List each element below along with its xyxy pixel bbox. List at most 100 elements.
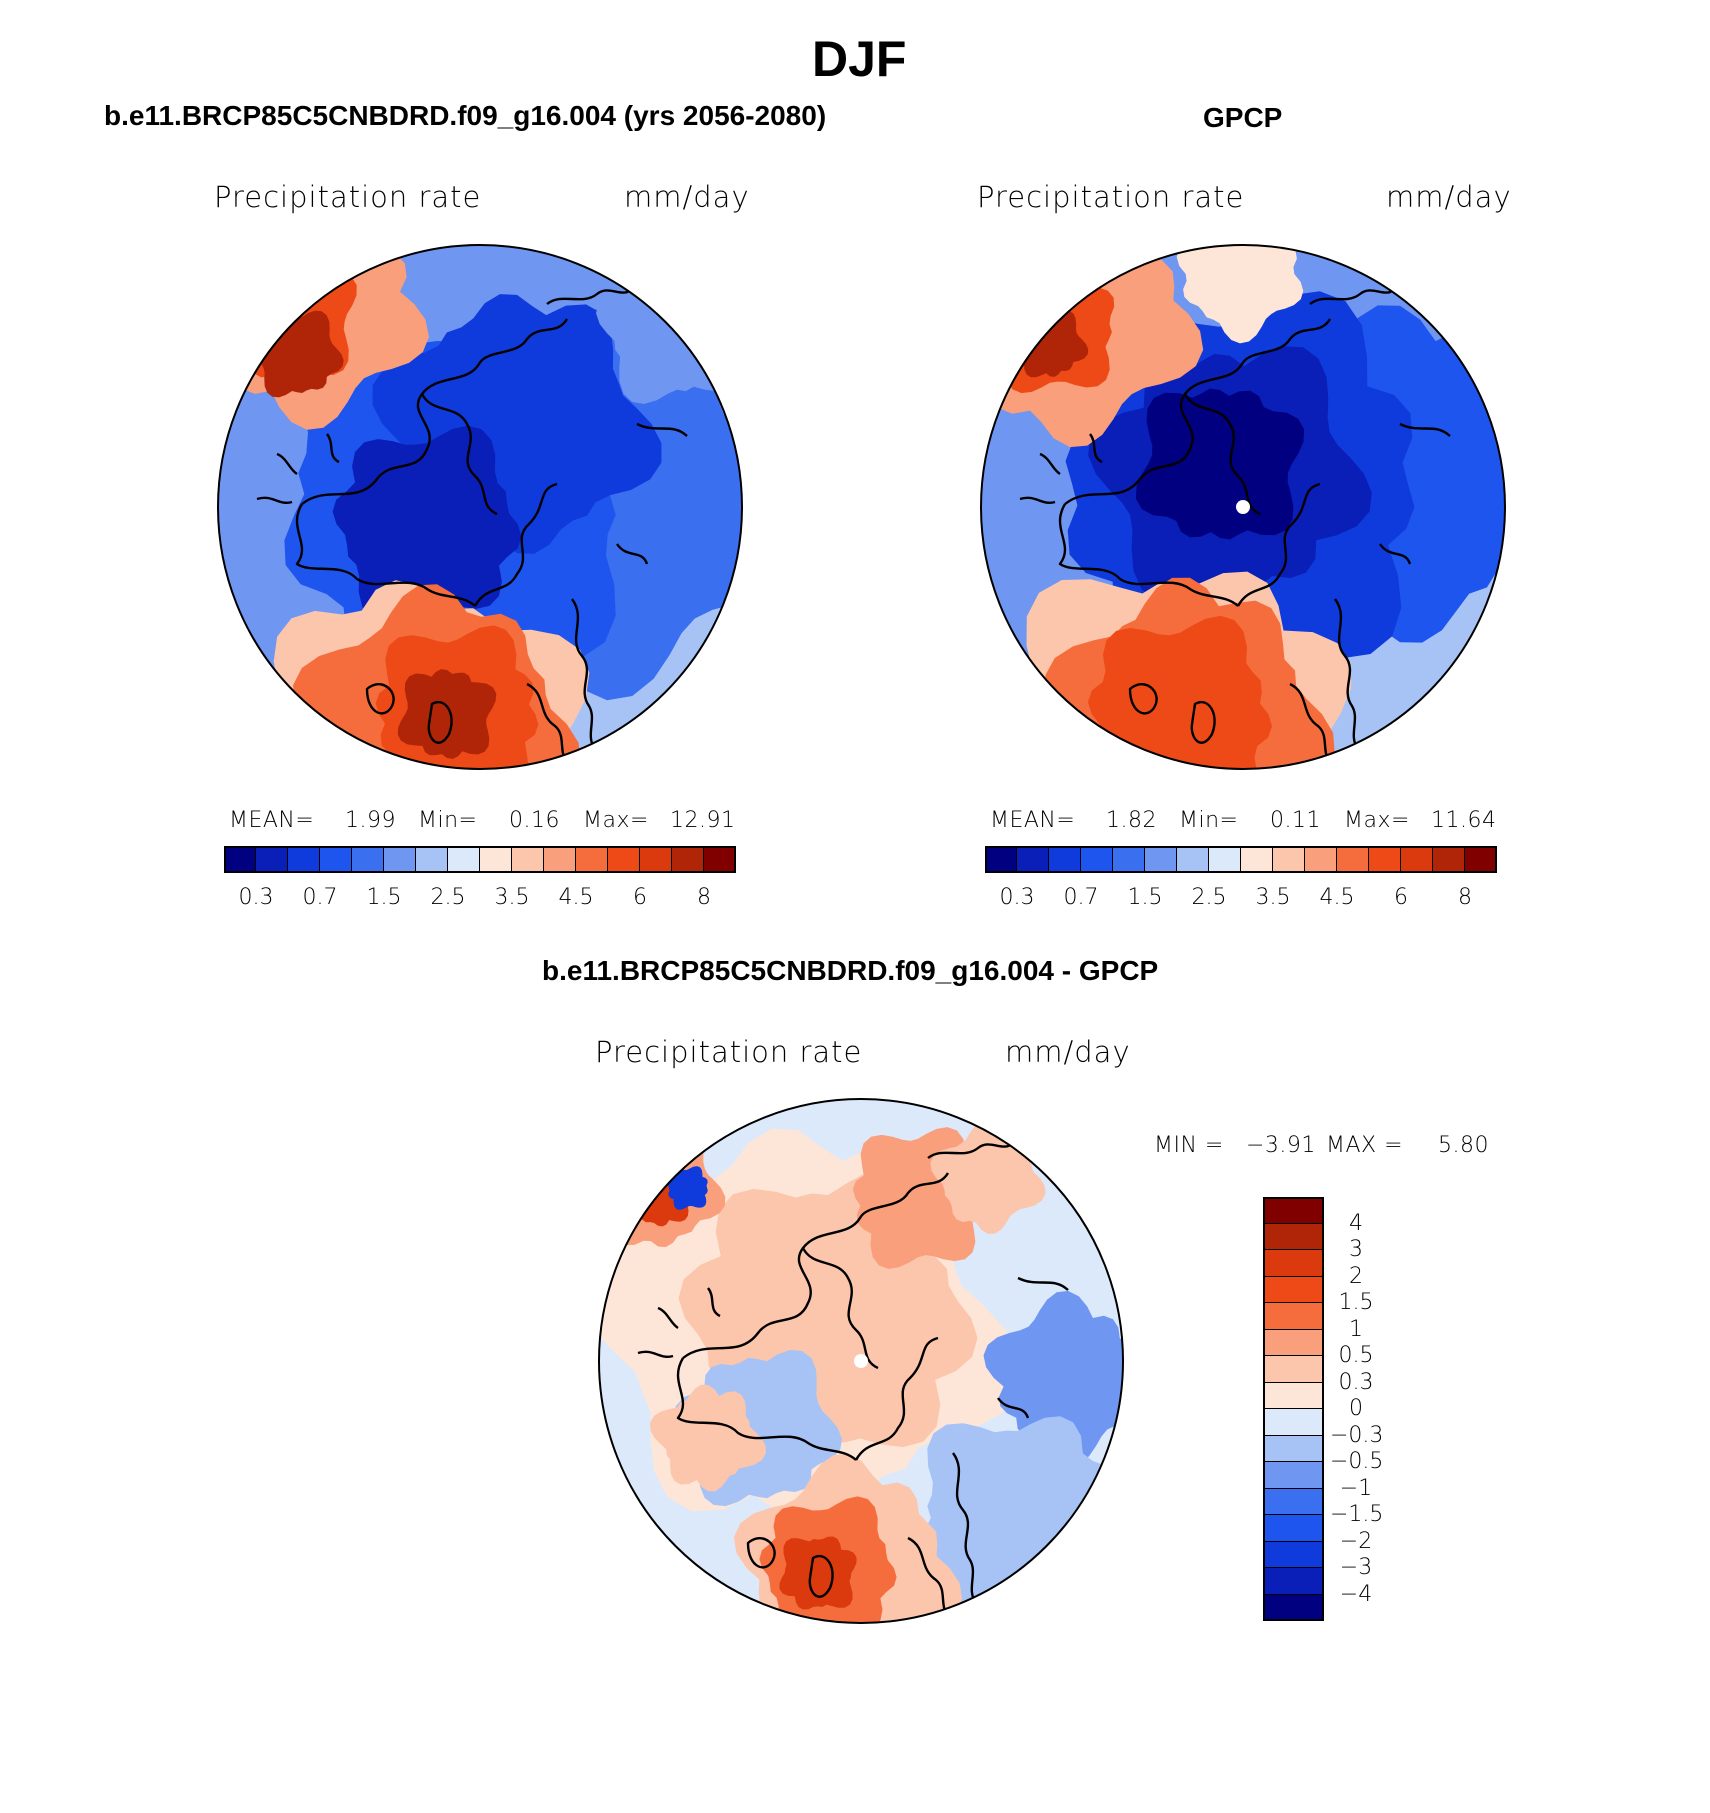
coastline [997, 1397, 1030, 1419]
coastline [1088, 433, 1103, 464]
diff-max-label: MAX = [1326, 1133, 1404, 1158]
colorbar-swatch [1263, 1462, 1324, 1489]
colorbar-tick-label: 8 [697, 885, 711, 910]
colorbar-frame [224, 846, 736, 873]
coastline [1128, 683, 1158, 715]
coastline [657, 1306, 679, 1330]
colorbar-tick-label: 0 [1349, 1396, 1363, 1421]
colorbar-tick-label: −1.5 [1330, 1502, 1384, 1527]
colorbar-swatch [1263, 1382, 1324, 1409]
coastline [637, 1350, 674, 1359]
model-colorbar [224, 846, 736, 873]
colorbar-swatch [1263, 1515, 1324, 1542]
coastline [676, 1357, 857, 1461]
coastline [1183, 393, 1261, 516]
colorbar-frame [1263, 1197, 1324, 1621]
colorbar-tick-label: 2.5 [430, 885, 466, 910]
coastline [301, 318, 569, 505]
obs-colorbar [985, 846, 1497, 873]
colorbar-swatch [1263, 1409, 1324, 1436]
diff-min-label: MIN = [1154, 1133, 1224, 1158]
colorbar-swatch [704, 846, 736, 873]
colorbar-swatch [224, 846, 256, 873]
colorbar-swatch [448, 846, 480, 873]
colorbar-tick-label: 3.5 [494, 885, 530, 910]
obs-max-label: Max= [1344, 808, 1410, 833]
model-mean-label: MEAN= [229, 808, 315, 833]
coastline [927, 1142, 1014, 1160]
coastline [1017, 1276, 1069, 1291]
coastline [1019, 496, 1056, 505]
colorbar-swatch [512, 846, 544, 873]
obs-units-label: mm/day [1386, 180, 1512, 214]
colorbar-swatch [1263, 1197, 1324, 1224]
colorbar-tick-label: −0.5 [1330, 1449, 1384, 1474]
colorbar-swatch [1263, 1329, 1324, 1356]
colorbar-tick-label: 2 [1349, 1263, 1363, 1289]
colorbar-tick-label: 4.5 [1319, 885, 1355, 910]
colorbar-swatch [1337, 846, 1369, 873]
coastline [1236, 482, 1321, 607]
colorbar-swatch [1263, 1250, 1324, 1277]
obs-mean-label: MEAN= [990, 808, 1076, 833]
colorbar-swatch [576, 846, 608, 873]
model-min-value: 0.16 [509, 808, 560, 833]
map-field [981, 245, 1505, 769]
colorbar-tick-label: 1.5 [366, 885, 402, 910]
model-max-label: Max= [583, 808, 649, 833]
map-boundary [217, 244, 743, 770]
colorbar-swatch [1241, 846, 1273, 873]
coastline [365, 683, 395, 715]
map-field [599, 1099, 1123, 1623]
colorbar-swatch [1017, 846, 1049, 873]
field-contour [1088, 615, 1272, 769]
diff-min-value: −3.91 [1246, 1133, 1316, 1158]
model-panel-heading: b.e11.BRCP85C5CNBDRD.f09_g16.004 (yrs 20… [104, 100, 827, 131]
colorbar-swatch [1263, 1568, 1324, 1595]
colorbar-tick-label: −1 [1339, 1475, 1373, 1501]
coastline [1334, 598, 1360, 750]
model-min-label: Min= [418, 808, 478, 833]
colorbar-tick-label: 3 [1349, 1237, 1363, 1262]
colorbar-swatch [352, 846, 384, 873]
field-contour [668, 1166, 708, 1210]
coastline [1289, 682, 1333, 765]
figure-title: DJF [812, 31, 907, 87]
colorbar-swatch [1145, 846, 1177, 873]
coastline [1064, 318, 1332, 505]
colorbar-swatch [1177, 846, 1209, 873]
diff-variable-label: Precipitation rate [595, 1035, 863, 1069]
model-max-value: 12.91 [670, 808, 736, 833]
colorbar-tick-label: 4.5 [558, 885, 594, 910]
obs-min-label: Min= [1179, 808, 1239, 833]
coastline [682, 1172, 950, 1359]
colorbar-swatch [1273, 846, 1305, 873]
obs-polar-map [980, 244, 1506, 770]
colorbar-swatch [1263, 1541, 1324, 1568]
pole-marker [1236, 500, 1250, 514]
coastline [473, 482, 558, 607]
model-units-label: mm/day [624, 180, 750, 214]
colorbar-swatch [985, 846, 1017, 873]
field-contour [1176, 245, 1304, 344]
obs-max-value: 11.64 [1431, 808, 1497, 833]
coastline [295, 503, 476, 607]
map-field [218, 245, 742, 769]
colorbar-tick-label: 6 [633, 885, 647, 910]
coastline [1039, 452, 1061, 476]
colorbar-tick-label: 1.5 [1127, 885, 1163, 910]
colorbar-swatch [1305, 846, 1337, 873]
colorbar-tick-label: −4 [1339, 1581, 1373, 1607]
field-contour [983, 1290, 1123, 1466]
colorbar-swatch [480, 846, 512, 873]
colorbar-tick-label: 0.3 [1338, 1369, 1374, 1395]
colorbar-frame [985, 846, 1497, 873]
coastline [1190, 700, 1216, 744]
colorbar-swatch [1049, 846, 1081, 873]
colorbar-tick-label: 6 [1394, 885, 1408, 910]
colorbar-swatch [544, 846, 576, 873]
colorbar-tick-label: 0.3 [238, 885, 274, 910]
obs-panel-heading: GPCP [1203, 102, 1283, 133]
colorbar-swatch [1369, 846, 1401, 873]
model-polar-map [217, 244, 743, 770]
